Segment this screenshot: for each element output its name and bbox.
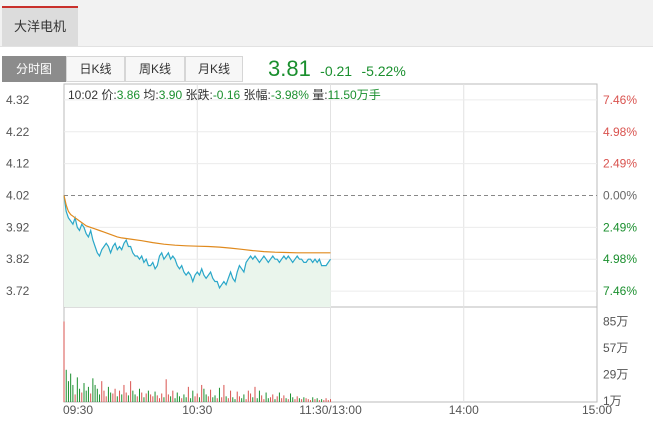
info-avg: 3.90 [158,88,183,102]
quote-box: 3.81 -0.21 -5.22% [268,56,406,82]
title-bar: 大洋电机 [0,0,653,47]
tab-intraday[interactable]: 分时图 [2,56,66,82]
y-tick-label: 3.92 [6,220,30,234]
x-tick-label: 11:30/13:00 [299,403,362,417]
info-pct: -3.98% [270,88,309,102]
y-tick-label: 4.32 [6,93,30,107]
x-tick-label: 15:00 [582,403,612,417]
stock-name-tab[interactable]: 大洋电机 [2,6,78,46]
info-chg-label: 张跌: [185,88,213,102]
volume-tick-label: 85万 [603,314,628,328]
y-tick-label: 3.72 [6,284,30,298]
info-vol: 11.50万手 [327,88,381,102]
volume-tick-label: 29万 [603,368,628,382]
price-change: -0.21 [320,63,353,79]
price-series-line [63,195,331,290]
info-pct-label: 张幅: [243,88,271,102]
tab-monthly-k[interactable]: 月K线 [185,56,243,82]
tab-daily-k[interactable]: 日K线 [66,56,125,82]
crosshair-info: 10:02 价:3.86 均:3.90 张跌:-0.16 张幅:-3.98% 量… [68,86,381,103]
volume-tick-label: 1万 [603,394,622,408]
volume-tick-label: 57万 [603,341,628,355]
y-tick-label: 4.02 [6,189,30,203]
y-tick-label: 3.82 [6,252,30,266]
y-tick-label: 4.12 [6,157,30,171]
pct-tick-label: 2.49% [603,220,637,234]
x-tick-label: 09:30 [63,403,93,417]
pct-tick-label: 4.98% [603,125,637,139]
info-chg: -0.16 [212,88,241,102]
pct-tick-label: 0.00% [603,189,637,203]
pct-tick-label: 7.46% [603,284,637,298]
info-avg-label: 均: [143,88,159,102]
x-tick-label: 10:30 [182,403,212,417]
current-price: 3.81 [268,56,311,81]
x-tick-label: 14:00 [449,403,479,417]
y-tick-label: 4.22 [6,125,30,139]
tab-weekly-k[interactable]: 周K线 [125,56,185,82]
average-series-line [63,195,331,254]
pct-tick-label: 2.49% [603,157,637,171]
info-price-label: 价: [101,88,117,102]
price-change-pct: -5.22% [361,63,406,79]
price-area-fill [64,195,331,307]
pct-tick-label: 7.46% [603,93,637,107]
info-time: 10:02 [68,88,99,102]
info-vol-label: 量: [312,88,328,102]
pct-tick-label: 4.98% [603,252,637,266]
info-price: 3.86 [116,88,141,102]
